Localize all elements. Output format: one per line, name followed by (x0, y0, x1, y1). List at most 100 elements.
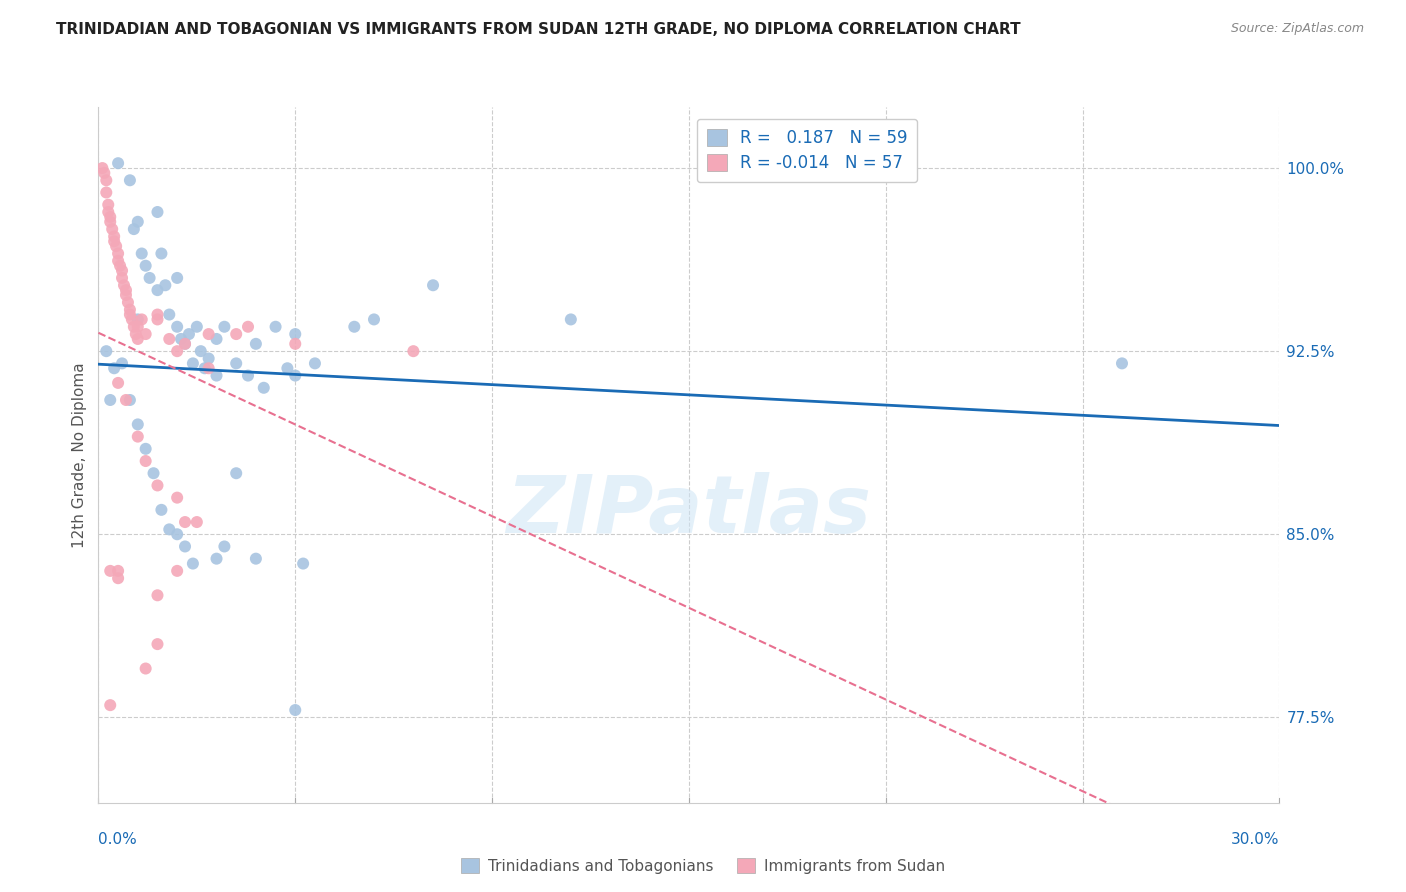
Point (402, 344, 425, 359)
Point (98, 215, 121, 229)
Point (115, 283, 138, 297)
Point (142, 467, 165, 481)
Point (127, 312, 149, 326)
Point (98, 564, 121, 578)
Y-axis label: 12th Grade, No Diploma: 12th Grade, No Diploma (72, 362, 87, 548)
Point (214, 540, 236, 554)
Point (121, 312, 143, 326)
Point (214, 319, 236, 334)
Point (150, 246, 173, 260)
Point (103, 235, 125, 249)
Point (225, 327, 247, 342)
Point (284, 703, 307, 717)
Text: Source: ZipAtlas.com: Source: ZipAtlas.com (1230, 22, 1364, 36)
Point (135, 661, 157, 675)
Point (135, 442, 157, 456)
Point (205, 332, 228, 346)
Point (97, 205, 120, 219)
Point (96, 344, 118, 359)
Point (166, 564, 188, 578)
Point (138, 271, 160, 285)
Point (96, 173, 118, 187)
Point (174, 515, 197, 529)
Point (205, 551, 228, 566)
Point (177, 327, 200, 342)
Point (135, 327, 157, 342)
Point (98, 210, 121, 224)
Point (236, 319, 259, 334)
Point (157, 332, 180, 346)
Point (107, 564, 129, 578)
Point (197, 361, 219, 376)
Point (146, 205, 169, 219)
Point (186, 515, 208, 529)
Point (170, 332, 193, 346)
Point (181, 557, 204, 571)
Point (112, 278, 135, 293)
Point (174, 336, 197, 351)
Point (111, 271, 134, 285)
Point (343, 319, 366, 334)
Point (155, 278, 177, 293)
Point (107, 376, 129, 390)
Point (225, 467, 247, 481)
Point (111, 356, 134, 370)
Text: 30.0%: 30.0% (1232, 832, 1279, 847)
Point (125, 327, 148, 342)
Point (166, 527, 188, 541)
Point (174, 336, 197, 351)
Point (108, 259, 131, 273)
Point (174, 540, 197, 554)
Point (157, 522, 180, 536)
Point (107, 246, 129, 260)
Point (190, 344, 212, 359)
Point (127, 319, 149, 334)
Point (101, 222, 124, 236)
Point (560, 312, 582, 326)
Point (107, 156, 129, 170)
Point (122, 222, 145, 236)
Point (97, 197, 120, 211)
Point (166, 344, 188, 359)
Point (98, 392, 121, 407)
Point (264, 319, 287, 334)
Point (118, 392, 141, 407)
Point (98, 698, 121, 713)
Point (292, 557, 315, 571)
Point (127, 429, 149, 443)
Text: TRINIDADIAN AND TOBAGONIAN VS IMMIGRANTS FROM SUDAN 12TH GRADE, NO DIPLOMA CORRE: TRINIDADIAN AND TOBAGONIAN VS IMMIGRANTS… (56, 22, 1021, 37)
Point (146, 478, 169, 492)
Text: 0.0%: 0.0% (98, 832, 138, 847)
Point (93, 166, 115, 180)
Point (105, 239, 128, 253)
Point (103, 361, 125, 376)
Point (166, 319, 188, 334)
Point (197, 351, 219, 366)
Point (122, 319, 145, 334)
Point (253, 381, 276, 395)
Point (284, 368, 307, 383)
Point (127, 215, 149, 229)
Point (115, 392, 138, 407)
Point (111, 263, 134, 277)
Point (284, 336, 307, 351)
Point (131, 246, 153, 260)
Point (422, 278, 444, 293)
Point (118, 173, 141, 187)
Point (166, 491, 188, 505)
Point (135, 454, 157, 468)
Point (150, 503, 173, 517)
Point (225, 356, 247, 370)
Point (117, 295, 139, 310)
Point (205, 368, 228, 383)
Point (127, 417, 149, 432)
Point (245, 551, 267, 566)
Point (127, 332, 149, 346)
Point (146, 312, 169, 326)
Point (157, 308, 180, 322)
Point (118, 302, 141, 317)
Point (115, 288, 138, 302)
Point (103, 229, 125, 244)
Point (146, 283, 169, 297)
Point (186, 319, 208, 334)
